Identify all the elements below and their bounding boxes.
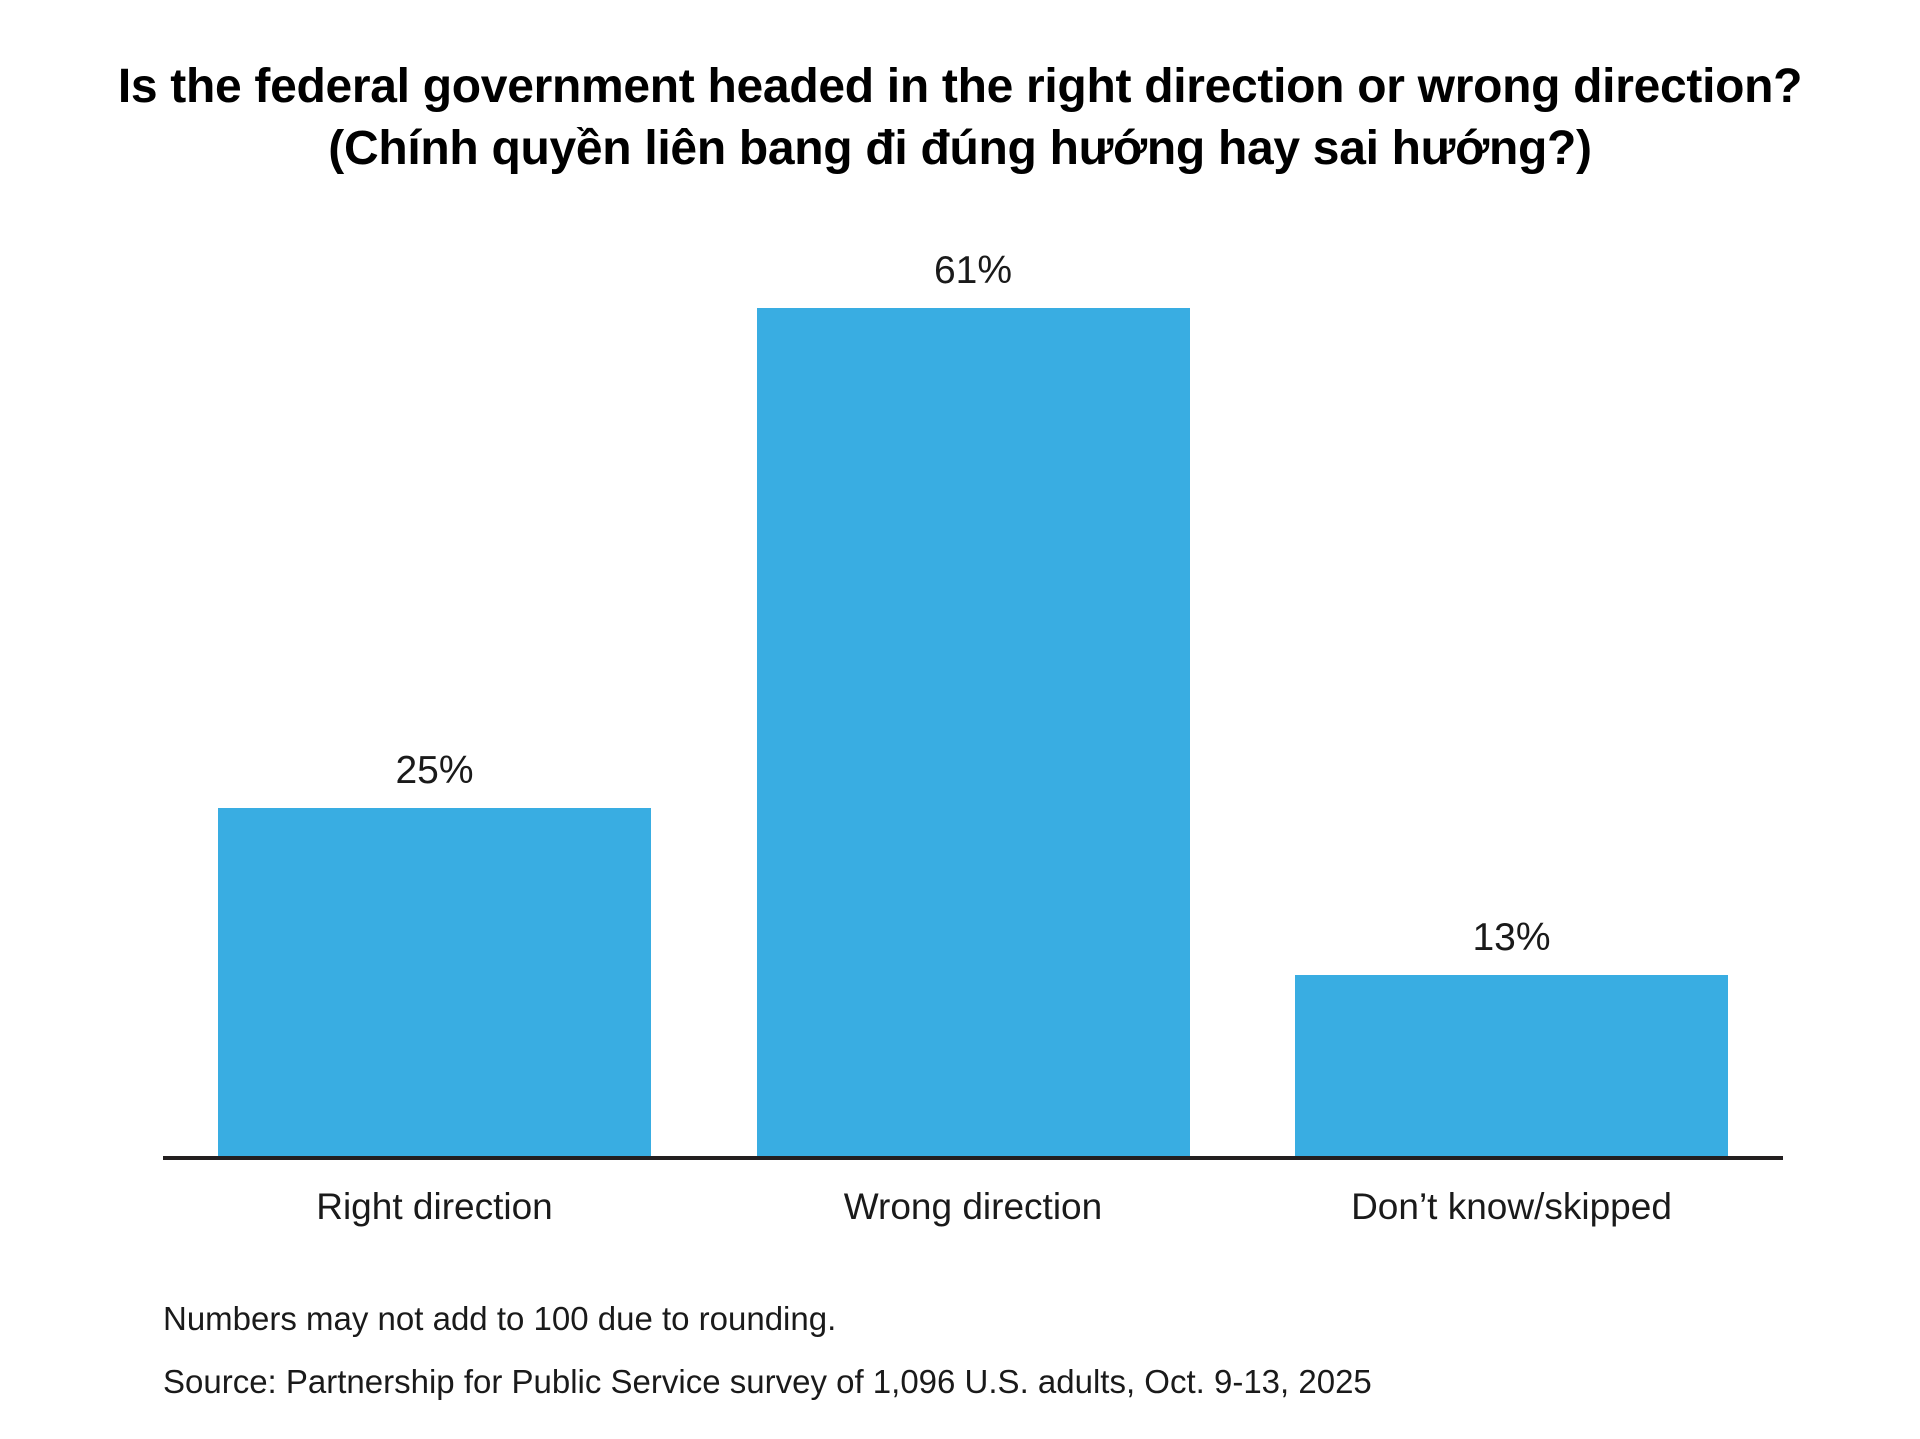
x-label-dont-know-skipped: Don’t know/skipped (1351, 1186, 1672, 1227)
footnote-rounding: Numbers may not add to 100 due to roundi… (163, 1300, 837, 1337)
footnotes: Numbers may not add to 100 due to roundi… (163, 1300, 1372, 1426)
x-label-right-direction: Right direction (316, 1186, 553, 1227)
chart-title: Is the federal government headed in the … (0, 56, 1920, 180)
x-label-wrong-direction: Wrong direction (843, 1186, 1103, 1227)
bar-group-dont-know-skipped: 13% (1295, 915, 1728, 1156)
x-axis-labels: Right direction Wrong direction Don’t kn… (163, 1186, 1783, 1228)
chart-title-line-vietnamese: (Chính quyền liên bang đi đúng hướng hay… (328, 122, 1592, 175)
bar-dont-know-skipped (1295, 975, 1728, 1156)
value-label-right-direction: 25% (395, 749, 474, 792)
chart-title-line-english: Is the federal government headed in the … (117, 60, 1803, 113)
bar-group-wrong-direction: 61% (756, 248, 1190, 1156)
bar-wrong-direction (756, 308, 1190, 1156)
footnote-source: Source: Partnership for Public Service s… (163, 1363, 1372, 1400)
bar-right-direction (218, 808, 651, 1156)
value-label-wrong-direction: 61% (933, 249, 1013, 292)
plot-area: 25% 61% 13% (163, 240, 1783, 1160)
value-label-dont-know-skipped: 13% (1472, 916, 1551, 959)
bar-group-right-direction: 25% (218, 748, 651, 1156)
